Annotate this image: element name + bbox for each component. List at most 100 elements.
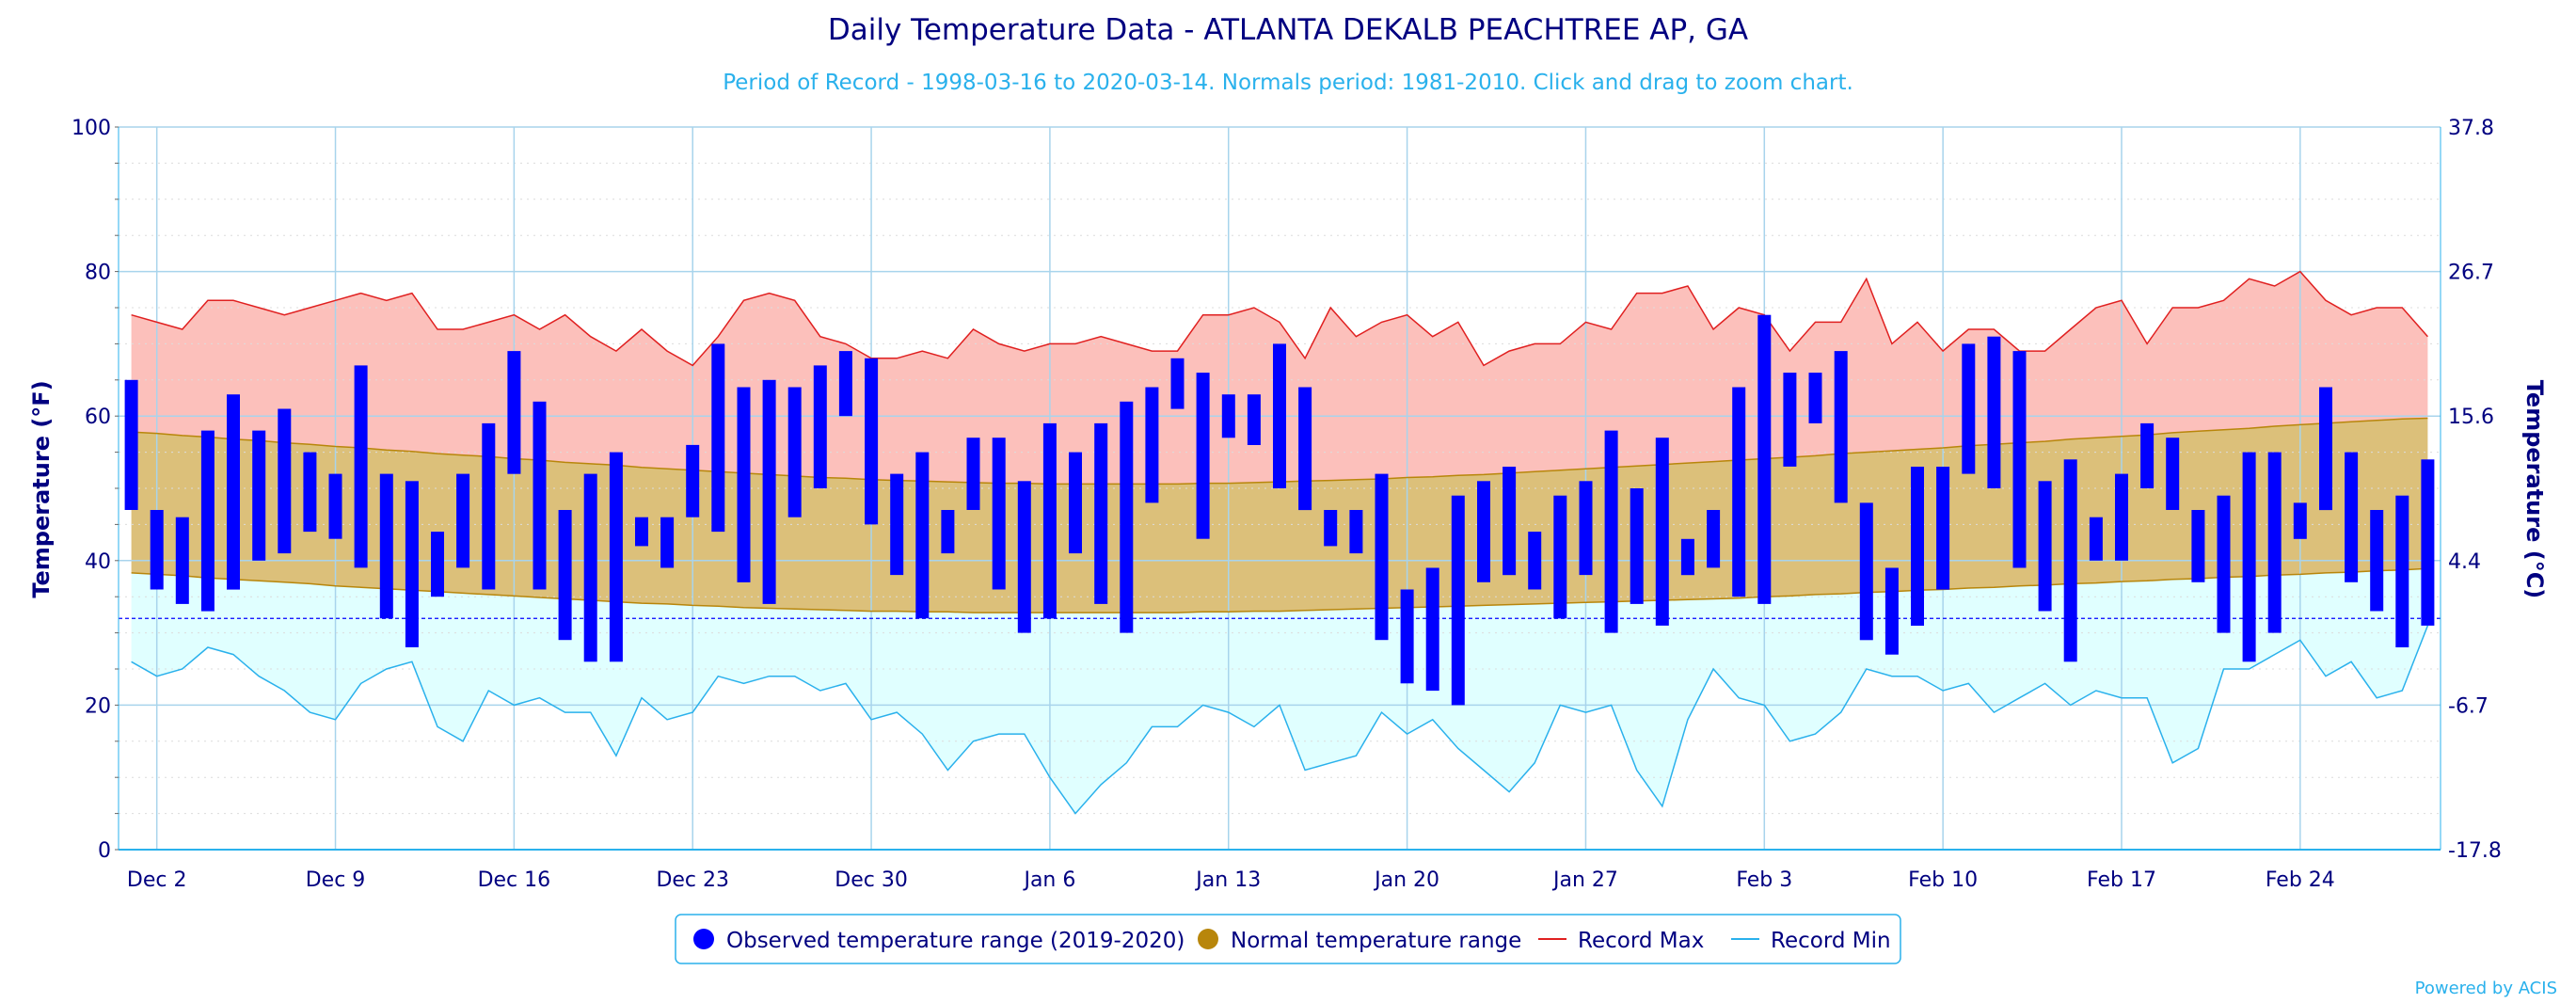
observed-bar[interactable]: [150, 510, 164, 590]
observed-bar[interactable]: [1324, 510, 1338, 547]
observed-bar[interactable]: [1170, 358, 1185, 409]
observed-bar[interactable]: [175, 517, 189, 604]
observed-bar[interactable]: [252, 430, 266, 561]
observed-bar[interactable]: [200, 430, 215, 612]
observed-bar[interactable]: [2089, 517, 2103, 561]
observed-bar[interactable]: [762, 379, 776, 604]
observed-bar[interactable]: [558, 510, 572, 641]
observed-bar[interactable]: [1400, 589, 1414, 684]
observed-bar[interactable]: [2217, 495, 2231, 633]
legend-record-max-label[interactable]: Record Max: [1578, 929, 1704, 953]
observed-bar[interactable]: [787, 387, 802, 517]
observed-bar[interactable]: [2267, 452, 2282, 633]
observed-bars[interactable]: [124, 314, 2435, 706]
observed-bar[interactable]: [609, 452, 623, 662]
observed-bar[interactable]: [2166, 438, 2180, 510]
observed-bar[interactable]: [2345, 452, 2359, 582]
observed-bar[interactable]: [890, 473, 904, 576]
observed-bar[interactable]: [2319, 387, 2332, 511]
observed-bar[interactable]: [1528, 532, 1542, 590]
observed-bar[interactable]: [2012, 351, 2027, 568]
observed-bar[interactable]: [1757, 314, 1772, 604]
observed-bar[interactable]: [482, 422, 496, 590]
observed-bar[interactable]: [1808, 373, 1822, 423]
observed-bar[interactable]: [915, 452, 930, 619]
observed-bar[interactable]: [2242, 452, 2256, 662]
observed-bar[interactable]: [686, 444, 700, 517]
observed-bar[interactable]: [838, 351, 852, 417]
observed-bar[interactable]: [507, 351, 521, 474]
observed-bar[interactable]: [1834, 351, 1848, 503]
observed-bar[interactable]: [2140, 422, 2155, 488]
observed-bar[interactable]: [1655, 438, 1669, 626]
x-tick-label: Dec 2: [127, 868, 187, 892]
observed-bar[interactable]: [1477, 481, 1490, 582]
observed-bar[interactable]: [813, 365, 827, 488]
observed-bar[interactable]: [1375, 473, 1389, 641]
observed-bar[interactable]: [1120, 401, 1134, 633]
observed-bar[interactable]: [405, 481, 419, 647]
observed-bar[interactable]: [1349, 510, 1363, 554]
observed-bar[interactable]: [1273, 343, 1286, 488]
observed-bar[interactable]: [1579, 481, 1593, 576]
observed-bar[interactable]: [1987, 336, 2001, 488]
observed-bar[interactable]: [431, 532, 444, 597]
observed-bar[interactable]: [635, 517, 648, 547]
observed-bar[interactable]: [583, 473, 597, 662]
observed-bar[interactable]: [1884, 567, 1899, 655]
x-tick-label: Feb 24: [2266, 868, 2335, 892]
observed-bar[interactable]: [711, 343, 725, 533]
observed-bar[interactable]: [966, 438, 980, 510]
observed-bar[interactable]: [1094, 422, 1108, 604]
observed-bar[interactable]: [379, 473, 393, 619]
observed-bar[interactable]: [1859, 502, 1873, 641]
observed-bar[interactable]: [533, 401, 547, 590]
observed-bar[interactable]: [2370, 510, 2384, 612]
observed-bar[interactable]: [1069, 452, 1082, 554]
observed-bar[interactable]: [1017, 481, 1031, 633]
observed-bar[interactable]: [1707, 510, 1721, 568]
observed-bar[interactable]: [303, 452, 317, 533]
observed-bar[interactable]: [1911, 467, 1924, 626]
observed-bar[interactable]: [456, 473, 470, 568]
observed-bar[interactable]: [2038, 481, 2052, 612]
observed-bar[interactable]: [660, 517, 675, 568]
observed-bar[interactable]: [1630, 488, 1644, 604]
observed-bar[interactable]: [278, 408, 292, 554]
observed-bar[interactable]: [1425, 567, 1439, 692]
observed-bar[interactable]: [1451, 495, 1465, 706]
observed-bar[interactable]: [941, 510, 955, 554]
observed-bar[interactable]: [1247, 394, 1261, 445]
legend-normal-label[interactable]: Normal temperature range: [1231, 929, 1521, 953]
observed-bar[interactable]: [1936, 467, 1950, 590]
observed-bar[interactable]: [737, 387, 751, 582]
observed-bar[interactable]: [1196, 373, 1210, 539]
observed-bar[interactable]: [1604, 430, 1618, 633]
observed-bar[interactable]: [1145, 387, 1159, 503]
observed-bar[interactable]: [1503, 467, 1517, 576]
observed-bar[interactable]: [2395, 495, 2409, 647]
observed-bar[interactable]: [1553, 495, 1567, 619]
observed-bar[interactable]: [1221, 394, 1235, 438]
observed-bar[interactable]: [2421, 459, 2435, 626]
observed-bar[interactable]: [124, 379, 138, 510]
observed-bar[interactable]: [1680, 538, 1694, 576]
observed-bar[interactable]: [1042, 422, 1057, 619]
observed-bar[interactable]: [2191, 510, 2205, 582]
observed-bar[interactable]: [354, 365, 368, 568]
legend-observed-label[interactable]: Observed temperature range (2019-2020): [726, 929, 1185, 953]
observed-bar[interactable]: [2063, 459, 2077, 662]
observed-bar[interactable]: [1783, 373, 1797, 467]
legend-record-min-label[interactable]: Record Min: [1771, 929, 1891, 953]
observed-bar[interactable]: [227, 394, 240, 590]
credits-link[interactable]: Powered by ACIS: [2415, 979, 2557, 998]
observed-bar[interactable]: [1962, 343, 1976, 474]
observed-bar[interactable]: [2115, 473, 2128, 561]
observed-bar[interactable]: [1732, 387, 1746, 597]
observed-bar[interactable]: [865, 358, 879, 525]
observed-bar[interactable]: [1298, 387, 1312, 511]
observed-bar[interactable]: [328, 473, 342, 539]
observed-bar[interactable]: [992, 438, 1006, 590]
observed-bar[interactable]: [2293, 502, 2307, 539]
